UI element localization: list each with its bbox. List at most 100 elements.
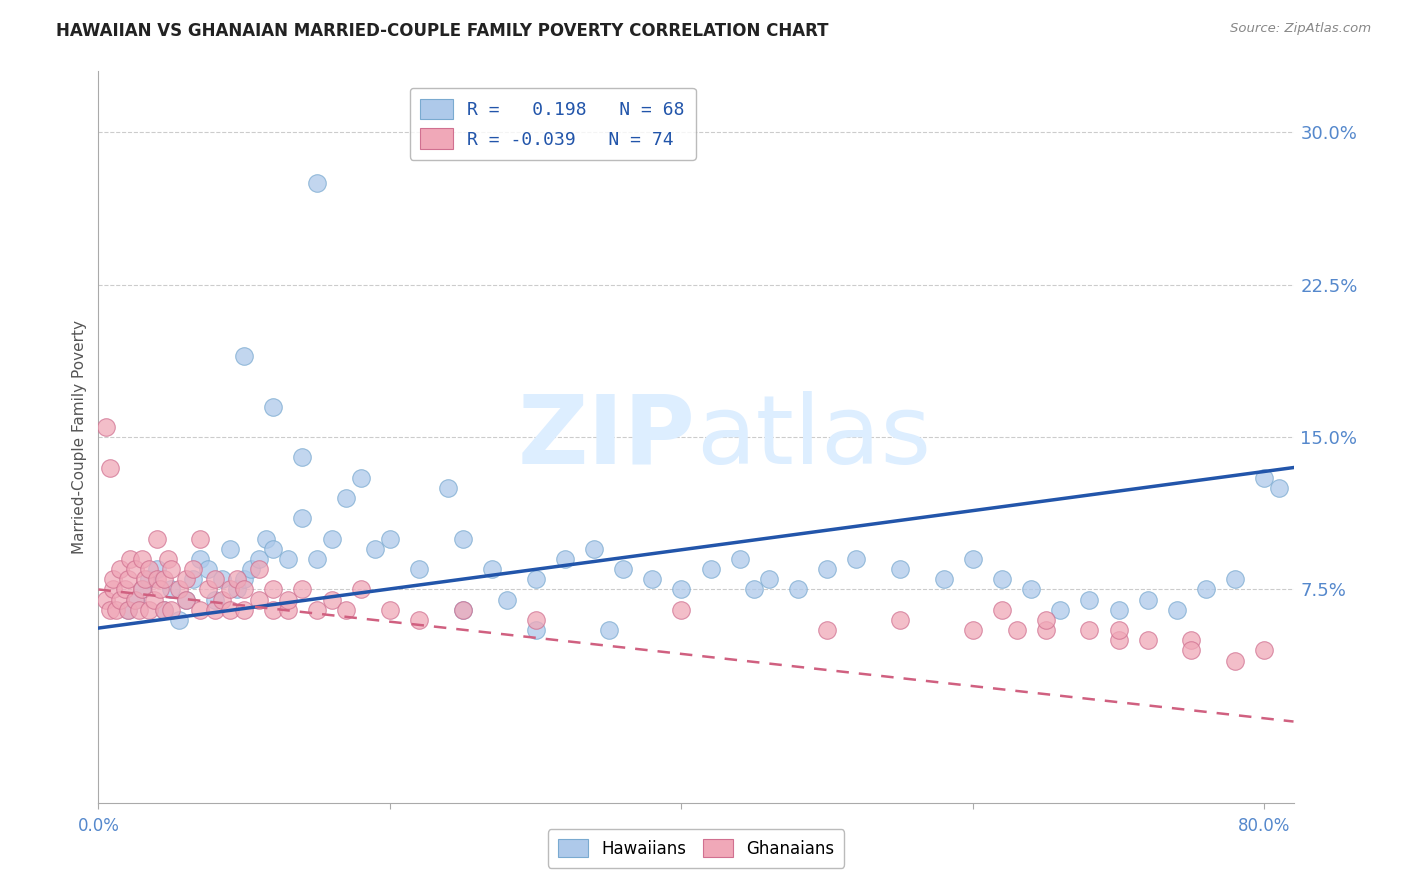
Point [291,582,314,597]
Text: HAWAIIAN VS GHANAIAN MARRIED-COUPLE FAMILY POVERTY CORRELATION CHART: HAWAIIAN VS GHANAIAN MARRIED-COUPLE FAMI… [56,22,828,40]
Point [225,572,247,586]
Point [305,176,328,190]
Point [142,592,165,607]
Point [845,552,868,566]
Point [101,582,124,597]
Point [451,603,474,617]
Point [408,562,430,576]
Point [120,552,142,566]
Point [889,562,911,576]
Point [364,541,387,556]
Point [1136,633,1159,648]
Point [262,582,284,597]
Point [1005,623,1028,637]
Point [350,582,373,597]
Point [167,582,190,597]
Point [94,592,117,607]
Point [1035,623,1057,637]
Point [335,603,357,617]
Point [262,541,284,556]
Point [98,603,121,617]
Point [174,592,197,607]
Point [131,582,153,597]
Point [211,572,233,586]
Point [277,592,299,607]
Point [758,572,780,586]
Point [1253,471,1275,485]
Point [1180,633,1202,648]
Point [225,582,247,597]
Point [437,481,460,495]
Point [598,623,620,637]
Point [1078,592,1101,607]
Point [962,623,984,637]
Point [524,623,547,637]
Point [233,572,256,586]
Point [408,613,430,627]
Point [240,562,263,576]
Point [94,420,117,434]
Point [378,603,401,617]
Point [932,572,955,586]
Point [124,592,146,607]
Point [181,562,204,576]
Point [1195,582,1218,597]
Point [134,572,156,586]
Point [1019,582,1042,597]
Point [481,562,503,576]
Point [247,562,270,576]
Point [117,572,139,586]
Point [110,592,132,607]
Point [247,552,270,566]
Point [145,562,167,576]
Point [157,552,180,566]
Point [787,582,810,597]
Point [218,541,240,556]
Point [1108,603,1130,617]
Point [160,562,183,576]
Point [815,623,838,637]
Y-axis label: Married-Couple Family Poverty: Married-Couple Family Poverty [72,320,87,554]
Point [1049,603,1071,617]
Point [742,582,765,597]
Point [138,562,160,576]
Point [554,552,576,566]
Point [160,582,183,597]
Point [233,603,256,617]
Point [495,592,517,607]
Point [174,572,197,586]
Point [671,582,693,597]
Point [197,562,219,576]
Point [815,562,838,576]
Point [114,582,136,597]
Point [190,552,212,566]
Point [305,552,328,566]
Point [124,592,146,607]
Point [262,603,284,617]
Point [291,450,314,465]
Point [124,562,146,576]
Point [131,582,153,597]
Text: Source: ZipAtlas.com: Source: ZipAtlas.com [1230,22,1371,36]
Point [291,511,314,525]
Point [1035,613,1057,627]
Point [962,552,984,566]
Point [131,552,153,566]
Point [1078,623,1101,637]
Point [1253,643,1275,657]
Point [1108,633,1130,648]
Point [117,603,139,617]
Point [153,603,176,617]
Point [167,613,190,627]
Legend: Hawaiians, Ghanaians: Hawaiians, Ghanaians [548,830,844,868]
Text: atlas: atlas [696,391,931,483]
Point [160,603,183,617]
Point [1225,654,1247,668]
Point [321,532,343,546]
Point [1166,603,1188,617]
Point [671,603,693,617]
Point [211,592,233,607]
Point [1108,623,1130,637]
Point [524,613,547,627]
Point [233,582,256,597]
